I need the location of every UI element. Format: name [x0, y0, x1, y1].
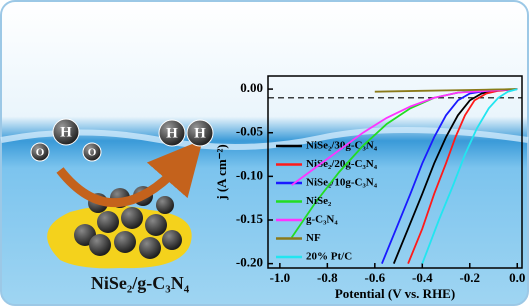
caption: NiSe₂/g-C₃N₄: [91, 273, 190, 293]
y-tick-label: -0.05: [236, 124, 264, 139]
atom-label: H: [194, 125, 206, 141]
x-tick-label: -0.4: [412, 270, 433, 285]
x-tick-label: -0.6: [365, 270, 386, 285]
y-tick-label: -0.20: [236, 255, 263, 270]
legend-label: NiSe₂: [306, 195, 332, 207]
y-tick-label: 0.00: [240, 80, 263, 95]
x-tick-label: -0.2: [459, 270, 480, 285]
legend-label: g-C₃N₄: [306, 214, 338, 226]
y-tick-label: -0.10: [236, 167, 263, 182]
page: OHOHH NiSe₂/g-C₃N₄ 0.00-0.05-0.10-0.15-0…: [0, 0, 529, 306]
atom-label: O: [88, 147, 97, 159]
graphical-abstract: OHOHH NiSe₂/g-C₃N₄ 0.00-0.05-0.10-0.15-0…: [0, 0, 529, 306]
y-tick-label: -0.15: [236, 211, 264, 226]
atom-label: H: [166, 125, 178, 141]
atom-label: H: [60, 124, 72, 140]
legend-label: NiSe₂/10g-C₃N₄: [306, 177, 378, 189]
x-axis-label: Potential (V vs. RHE): [335, 286, 455, 301]
x-tick-label: 0.0: [509, 270, 525, 285]
legend-label: 20% Pt/C: [306, 251, 352, 263]
atom-label: O: [36, 147, 45, 159]
y-axis-label: j (A cm⁻²): [214, 144, 229, 201]
x-tick-label: -0.8: [317, 270, 338, 285]
x-tick-label: -1.0: [270, 270, 291, 285]
legend-label: NF: [306, 232, 321, 244]
